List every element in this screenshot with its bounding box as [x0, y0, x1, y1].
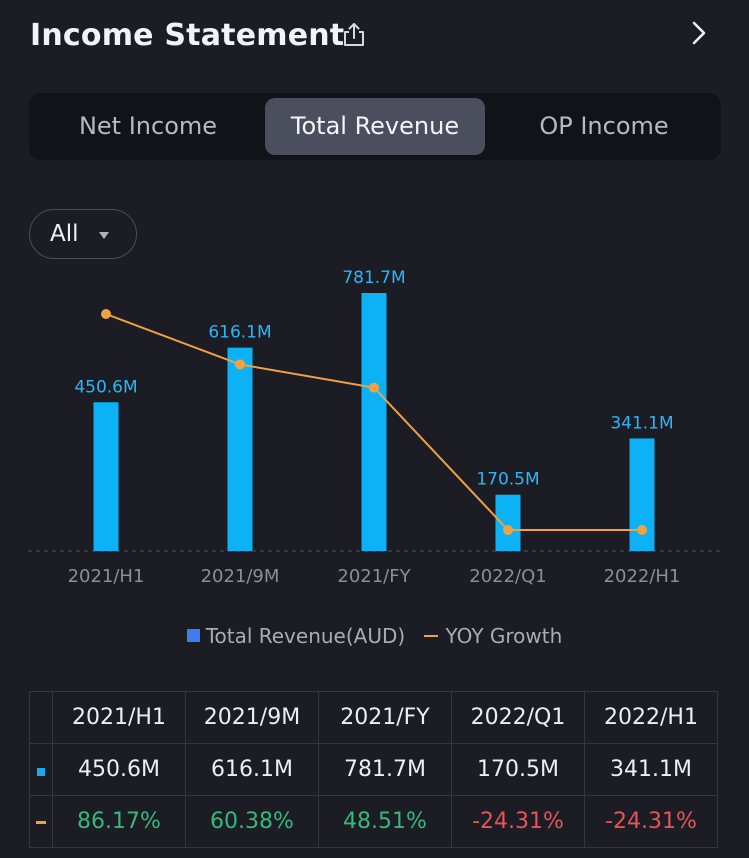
table-header-cell: 2022/H1: [584, 691, 718, 744]
revenue-bar: [227, 347, 253, 551]
table-cell-negative: -24.31%: [584, 795, 718, 848]
x-tick-label: 2021/9M: [201, 566, 280, 587]
page-title: Income Statement: [30, 18, 345, 53]
table-cell: 341.1M: [584, 743, 718, 796]
bar-value-label: 450.6M: [74, 377, 137, 397]
table-cell: 170.5M: [451, 743, 585, 796]
x-tick-label: 2021/H1: [68, 566, 145, 587]
table-header-cell: 2022/Q1: [451, 691, 585, 744]
table-header-cell: 2021/FY: [318, 691, 452, 744]
table-cell: 450.6M: [52, 743, 186, 796]
table-header-cell: 2021/9M: [185, 691, 319, 744]
revenue-bar: [93, 402, 119, 551]
revenue-bar: [495, 494, 521, 551]
table-cell-negative: -24.31%: [451, 795, 585, 848]
table-cell-positive: 60.38%: [185, 795, 319, 848]
growth-row-marker: [29, 795, 53, 848]
header: Income Statement: [0, 0, 749, 78]
legend-revenue-label: Total Revenue(AUD): [205, 624, 406, 648]
yoy-growth-point: [369, 382, 379, 393]
revenue-row-marker: [29, 743, 53, 796]
table-header-row: 2021/H1 2021/9M 2021/FY 2022/Q1 2022/H1: [29, 691, 718, 744]
bar-value-label: 616.1M: [208, 323, 271, 343]
legend-item-yoy[interactable]: YOY Growth: [423, 624, 563, 648]
bar-value-label: 341.1M: [610, 413, 673, 433]
chevron-right-icon[interactable]: [686, 20, 712, 46]
period-filter-label: All: [50, 221, 79, 247]
legend-item-revenue[interactable]: Total Revenue(AUD): [186, 624, 406, 648]
metric-tabs: Net Income Total Revenue OP Income: [29, 93, 721, 160]
bar-value-label: 781.7M: [342, 268, 405, 288]
data-table: 2021/H1 2021/9M 2021/FY 2022/Q1 2022/H1 …: [29, 691, 718, 848]
bar-value-label: 170.5M: [476, 470, 539, 490]
period-filter-dropdown[interactable]: All: [29, 209, 137, 259]
yoy-growth-point: [235, 359, 245, 370]
legend-line-swatch: [423, 635, 438, 637]
table-header-cell: 2021/H1: [52, 691, 186, 744]
chart-legend: Total Revenue(AUD) YOY Growth: [0, 624, 749, 652]
line-marker-icon: [36, 821, 46, 824]
tab-net-income[interactable]: Net Income: [78, 112, 218, 140]
tab-op-income[interactable]: OP Income: [539, 112, 669, 140]
yoy-growth-point: [101, 309, 111, 319]
table-cell: 616.1M: [185, 743, 319, 796]
x-tick-label: 2022/H1: [604, 566, 681, 587]
table-row-revenue: 450.6M 616.1M 781.7M 170.5M 341.1M: [29, 743, 718, 796]
legend-yoy-label: YOY Growth: [445, 624, 563, 648]
table-cell-positive: 48.51%: [318, 795, 452, 848]
table-cell-positive: 86.17%: [52, 795, 186, 848]
yoy-growth-point: [503, 525, 513, 535]
table-cell: 781.7M: [318, 743, 452, 796]
table-row-growth: 86.17% 60.38% 48.51% -24.31% -24.31%: [29, 795, 718, 848]
bar-marker-icon: [37, 768, 45, 776]
revenue-bar: [361, 293, 387, 551]
caret-down-icon: [99, 232, 109, 239]
share-icon[interactable]: [340, 21, 368, 49]
table-corner-cell: [29, 691, 53, 744]
legend-square-swatch: [186, 629, 200, 642]
x-tick-label: 2021/FY: [337, 566, 411, 587]
tab-total-revenue[interactable]: Total Revenue: [265, 98, 485, 155]
revenue-chart: 450.6M 2021/H1 616.1M 2021/9M 781.7M 2021/FY 1…: [28, 268, 722, 587]
x-tick-label: 2022/Q1: [469, 566, 547, 587]
yoy-growth-point: [637, 525, 647, 535]
